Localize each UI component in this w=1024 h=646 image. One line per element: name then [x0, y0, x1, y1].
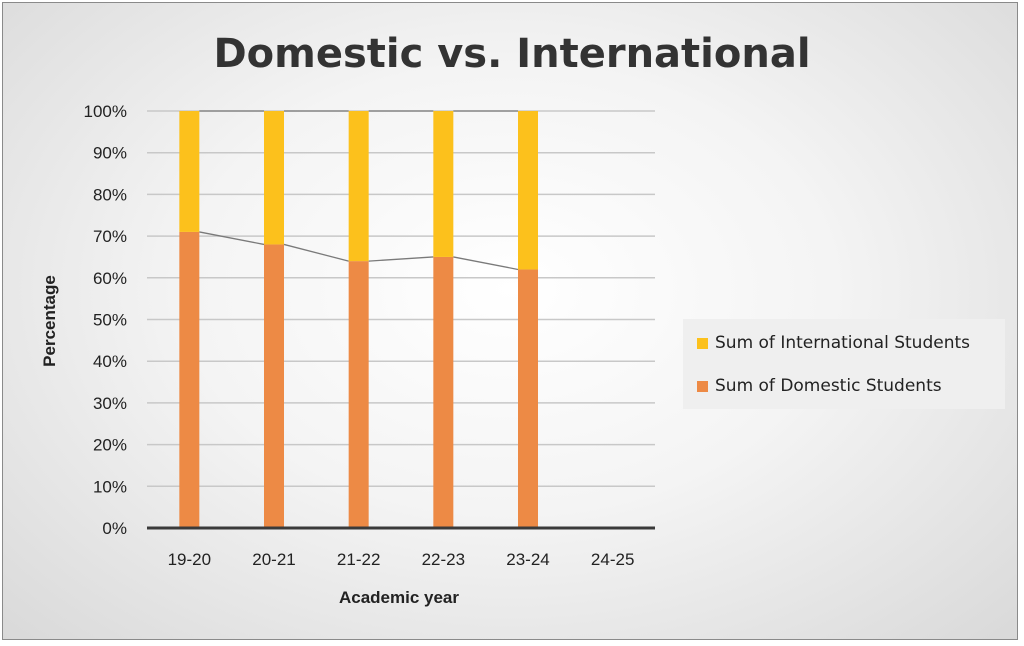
legend-swatch-international [697, 337, 708, 349]
series-line [283, 243, 349, 262]
y-tick-label: 90% [93, 144, 127, 163]
y-tick-label: 30% [93, 394, 127, 413]
chart-frame: Domestic vs. International 0% 10% 20% 30% 40… [2, 2, 1018, 640]
legend-swatch-domestic [697, 380, 708, 392]
x-tick-label: 24-25 [591, 550, 634, 569]
y-tick-label: 10% [93, 477, 127, 496]
bar-international [264, 111, 284, 245]
y-tick-label: 60% [93, 269, 127, 288]
chart-title: Domestic vs. International [213, 31, 810, 77]
y-tick-label: 80% [93, 185, 127, 204]
y-tick-label: 50% [93, 311, 127, 330]
y-axis-title: Percentage [40, 275, 59, 367]
x-tick-label: 21-22 [337, 550, 380, 569]
bar-domestic [264, 244, 284, 528]
series-line [368, 256, 434, 262]
bar-international [518, 111, 538, 270]
bar-domestic [179, 231, 200, 528]
x-axis: 19-20 20-21 21-22 22-23 23-24 24-25 [168, 550, 635, 569]
y-tick-label: 70% [93, 227, 127, 246]
bar-domestic [348, 261, 369, 528]
y-tick-label: 40% [93, 352, 127, 371]
y-tick-label: 20% [93, 436, 127, 455]
legend-label-international: Sum of International Students [715, 333, 970, 353]
x-tick-label: 20-21 [252, 550, 295, 569]
chart-svg: Domestic vs. International 0% 10% 20% 30% 40… [40, 31, 811, 607]
x-tick-label: 19-20 [168, 550, 211, 569]
legend-item-international: Sum of International Students [697, 332, 970, 354]
bar-domestic [433, 256, 454, 528]
series-line [453, 256, 519, 271]
y-tick-label: 0% [102, 519, 127, 538]
y-axis: 0% 10% 20% 30% 40% 50% 60% 70% 80% 90% 100% [84, 102, 655, 538]
bar-international [433, 111, 454, 257]
x-tick-label: 22-23 [422, 550, 465, 569]
bar-international [179, 111, 200, 232]
legend-item-domestic: Sum of Domestic Students [697, 375, 942, 397]
x-tick-label: 23-24 [506, 550, 549, 569]
series-line [199, 231, 265, 246]
y-tick-label: 100% [84, 102, 127, 121]
legend-label-domestic: Sum of Domestic Students [715, 376, 942, 396]
x-axis-title: Academic year [339, 588, 459, 607]
legend: Sum of International Students Sum of Dom… [683, 319, 1005, 409]
bar-international [348, 111, 369, 262]
series-lines [199, 110, 519, 271]
bar-domestic [518, 269, 538, 528]
bars [179, 111, 538, 528]
gridlines [147, 110, 655, 488]
